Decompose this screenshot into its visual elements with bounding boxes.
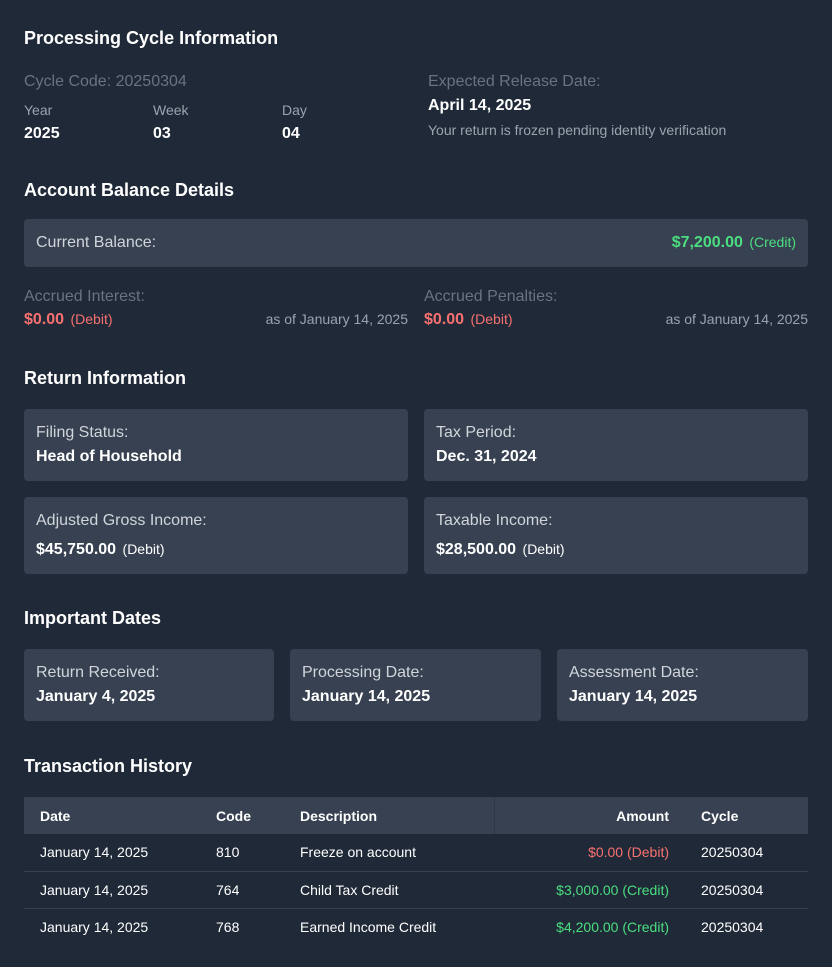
processing-cycle-section: Processing Cycle Information Cycle Code:…: [24, 28, 808, 146]
table-row: January 14, 2025 810 Freeze on account $…: [24, 834, 808, 871]
cell-description: Freeze on account: [300, 844, 416, 861]
agi-label: Adjusted Gross Income:: [36, 512, 207, 529]
cell-amount: $0.00 (Debit): [588, 844, 669, 861]
agi-tag: (Debit): [122, 541, 165, 557]
return-received-card: Return Received: January 4, 2025: [24, 649, 274, 721]
table-row: January 14, 2025 768 Earned Income Credi…: [24, 908, 808, 945]
col-header-amount: Amount: [616, 807, 669, 824]
taxable-income-tag: (Debit): [522, 541, 565, 557]
cell-description: Earned Income Credit: [300, 918, 437, 935]
cell-date: January 14, 2025: [40, 844, 149, 861]
day-label: Day: [282, 102, 307, 118]
col-header-description: Description: [284, 797, 495, 834]
assessment-date-card: Assessment Date: January 14, 2025: [557, 649, 808, 721]
processing-date-label: Processing Date:: [302, 664, 424, 681]
accrued-interest-amount: $0.00 (Debit): [24, 311, 113, 329]
cell-cycle: 20250304: [701, 844, 764, 861]
account-balance-title: Account Balance Details: [24, 180, 235, 200]
release-date-label: Expected Release Date:: [428, 73, 601, 90]
return-received-value: January 4, 2025: [36, 688, 156, 705]
cell-date: January 14, 2025: [40, 881, 149, 898]
cell-cycle: 20250304: [701, 881, 764, 898]
current-balance-value: $7,200.00: [671, 234, 743, 251]
taxable-income-label: Taxable Income:: [436, 512, 553, 529]
current-balance-label: Current Balance:: [36, 234, 157, 251]
processing-date-card: Processing Date: January 14, 2025: [290, 649, 541, 721]
year-value: 2025: [24, 125, 60, 142]
agi-value: $45,750.00: [36, 541, 117, 558]
col-header-code: Code: [216, 807, 251, 824]
cell-amount: $3,000.00 (Credit): [556, 881, 669, 898]
assessment-date-label: Assessment Date:: [569, 664, 699, 681]
filing-status-card: Filing Status: Head of Household: [24, 409, 408, 481]
agi-amount: $45,750.00 (Debit): [36, 539, 396, 560]
important-dates-title: Important Dates: [24, 608, 162, 628]
account-balance-section: Account Balance Details Current Balance:…: [24, 180, 808, 329]
taxable-income-card: Taxable Income: $28,500.00 (Debit): [424, 497, 808, 574]
processing-cycle-title: Processing Cycle Information: [24, 28, 279, 48]
cell-amount: $4,200.00 (Credit): [556, 918, 669, 935]
accrued-penalties-asof: as of January 14, 2025: [665, 311, 808, 327]
cell-description: Child Tax Credit: [300, 881, 399, 898]
accrued-interest-label: Accrued Interest:: [24, 288, 145, 305]
assessment-date-value: January 14, 2025: [569, 688, 698, 705]
tax-period-card: Tax Period: Dec. 31, 2024: [424, 409, 808, 481]
current-balance-tag: (Credit): [749, 234, 796, 250]
transaction-history-title: Transaction History: [24, 756, 193, 776]
agi-card: Adjusted Gross Income: $45,750.00 (Debit…: [24, 497, 408, 574]
taxable-income-value: $28,500.00: [436, 541, 517, 558]
accrued-penalties-tag: (Debit): [470, 311, 513, 327]
filing-status-value: Head of Household: [36, 448, 182, 465]
day-value: 04: [282, 125, 300, 142]
col-header-cycle: Cycle: [701, 807, 739, 824]
current-balance-amount: $7,200.00 (Credit): [672, 234, 796, 252]
cell-code: 810: [216, 844, 240, 861]
release-note: Your return is frozen pending identity v…: [428, 122, 727, 138]
important-dates-section: Important Dates Return Received: January…: [24, 608, 808, 721]
week-value: 03: [153, 125, 171, 142]
tax-period-label: Tax Period:: [436, 424, 517, 441]
transaction-table: Date Code Description Amount Cycle Janua…: [24, 797, 808, 945]
week-label: Week: [153, 102, 189, 118]
transaction-history-section: Transaction History Date Code Descriptio…: [24, 756, 808, 945]
filing-status-label: Filing Status:: [36, 424, 129, 441]
accrued-interest-tag: (Debit): [70, 311, 113, 327]
table-row: January 14, 2025 764 Child Tax Credit $3…: [24, 871, 808, 908]
accrued-penalties: Accrued Penalties: $0.00 (Debit) as of J…: [424, 287, 808, 329]
cell-code: 768: [216, 918, 240, 935]
cell-code: 764: [216, 881, 240, 898]
taxable-income-amount: $28,500.00 (Debit): [436, 539, 796, 560]
accrued-penalties-value: $0.00: [424, 311, 465, 328]
accrued-interest-asof: as of January 14, 2025: [265, 311, 408, 327]
week-field: Week 03: [153, 100, 282, 146]
release-info: Expected Release Date: April 14, 2025 Yo…: [428, 70, 726, 146]
accrued-penalties-label: Accrued Penalties:: [424, 288, 558, 305]
current-balance-box: Current Balance: $7,200.00 (Credit): [24, 219, 808, 267]
cycle-code: Cycle Code: 20250304: [24, 73, 187, 90]
processing-date-value: January 14, 2025: [302, 688, 431, 705]
return-information-section: Return Information Filing Status: Head o…: [24, 368, 808, 574]
return-information-title: Return Information: [24, 368, 186, 388]
year-field: Year 2025: [24, 100, 153, 146]
release-date-value: April 14, 2025: [428, 97, 532, 114]
day-field: Day 04: [282, 100, 411, 146]
cell-date: January 14, 2025: [40, 918, 149, 935]
accrued-interest: Accrued Interest: $0.00 (Debit) as of Ja…: [24, 287, 424, 329]
accrued-interest-value: $0.00: [24, 311, 65, 328]
cell-cycle: 20250304: [701, 918, 764, 935]
col-header-date: Date: [40, 807, 71, 824]
year-label: Year: [24, 102, 53, 118]
table-header-row: Date Code Description Amount Cycle: [24, 797, 808, 834]
tax-period-value: Dec. 31, 2024: [436, 448, 537, 465]
accrued-penalties-amount: $0.00 (Debit): [424, 311, 513, 329]
return-received-label: Return Received:: [36, 664, 160, 681]
